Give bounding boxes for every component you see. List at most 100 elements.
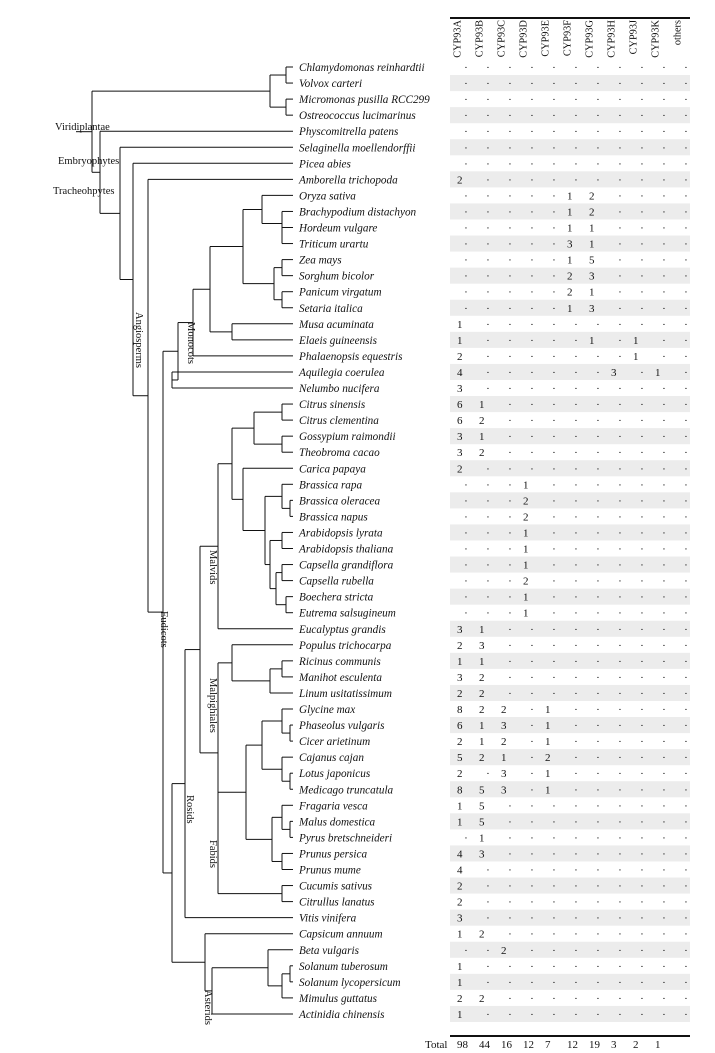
- table-cell-empty: ·: [618, 383, 622, 395]
- table-cell-empty: ·: [640, 1009, 644, 1021]
- table-cell-empty: ·: [574, 897, 578, 909]
- column-header-cyp93e: CYP93E: [541, 20, 552, 57]
- clade-label-embryophytes: Embryophytes: [58, 156, 119, 167]
- table-cell-empty: ·: [684, 848, 688, 860]
- table-cell-empty: ·: [640, 832, 644, 844]
- table-cell-empty: ·: [662, 656, 666, 668]
- species-label-prunus-persica: Prunus persica: [298, 848, 367, 860]
- table-cell-empty: ·: [530, 319, 534, 331]
- table-cell-empty: ·: [618, 174, 622, 186]
- table-cell-empty: ·: [530, 816, 534, 828]
- table-cell-empty: ·: [684, 752, 688, 764]
- table-cell-empty: ·: [574, 816, 578, 828]
- table-cell-empty: ·: [662, 768, 666, 780]
- table-cell-empty: ·: [618, 287, 622, 299]
- table-cell-empty: ·: [662, 977, 666, 989]
- table-cell-empty: ·: [464, 832, 468, 844]
- table-cell-empty: ·: [618, 527, 622, 539]
- table-cell-empty: ·: [662, 832, 666, 844]
- table-cell-empty: ·: [552, 656, 556, 668]
- species-label-solanum-tuberosum: Solanum tuberosum: [299, 961, 388, 973]
- table-cell-empty: ·: [464, 511, 468, 523]
- table-cell-empty: ·: [530, 977, 534, 989]
- table-cell-empty: ·: [530, 271, 534, 283]
- table-cell-empty: ·: [574, 110, 578, 122]
- table-cell-empty: ·: [530, 78, 534, 90]
- row-stripe: [450, 396, 690, 413]
- table-cell-empty: ·: [486, 945, 490, 957]
- table-cell-empty: ·: [662, 881, 666, 893]
- table-cell-empty: ·: [552, 447, 556, 459]
- table-cell-empty: ·: [530, 351, 534, 363]
- table-cell-count: 1: [457, 800, 463, 812]
- table-cell-empty: ·: [574, 174, 578, 186]
- table-cell-empty: ·: [508, 961, 512, 973]
- table-cell-empty: ·: [684, 945, 688, 957]
- table-cell-empty: ·: [552, 158, 556, 170]
- table-cell-empty: ·: [618, 608, 622, 620]
- table-cell-empty: ·: [486, 961, 490, 973]
- table-cell-empty: ·: [486, 319, 490, 331]
- table-cell-empty: ·: [662, 720, 666, 732]
- table-cell-empty: ·: [574, 1009, 578, 1021]
- table-cell-count: 2: [457, 881, 463, 893]
- table-cell-empty: ·: [530, 415, 534, 427]
- table-cell-count: 1: [523, 479, 529, 491]
- table-cell-empty: ·: [464, 479, 468, 491]
- table-cell-empty: ·: [574, 993, 578, 1005]
- table-cell-count: 3: [589, 303, 595, 315]
- table-cell-empty: ·: [552, 126, 556, 138]
- table-cell-empty: ·: [464, 576, 468, 588]
- table-cell-empty: ·: [662, 752, 666, 764]
- table-cell-empty: ·: [618, 351, 622, 363]
- table-cell-empty: ·: [662, 592, 666, 604]
- table-cell-empty: ·: [530, 688, 534, 700]
- table-cell-empty: ·: [640, 608, 644, 620]
- table-cell-count: 2: [545, 752, 551, 764]
- table-cell-count: 3: [501, 720, 507, 732]
- phylogenetic-tree: [76, 66, 293, 1015]
- table-cell-empty: ·: [596, 1009, 600, 1021]
- table-cell-count: 2: [479, 672, 485, 684]
- table-cell-empty: ·: [640, 126, 644, 138]
- table-cell-empty: ·: [486, 576, 490, 588]
- clade-label-fabids: Fabids: [207, 840, 218, 868]
- table-cell-empty: ·: [530, 848, 534, 860]
- table-cell-empty: ·: [464, 544, 468, 556]
- table-cell-empty: ·: [684, 158, 688, 170]
- table-cell-empty: ·: [552, 832, 556, 844]
- table-cell-empty: ·: [618, 271, 622, 283]
- table-cell-empty: ·: [662, 624, 666, 636]
- table-cell-empty: ·: [640, 560, 644, 572]
- table-cell-empty: ·: [662, 206, 666, 218]
- table-cell-empty: ·: [530, 223, 534, 235]
- table-cell-empty: ·: [464, 303, 468, 315]
- table-cell-empty: ·: [508, 624, 512, 636]
- table-cell-count: 3: [457, 383, 463, 395]
- table-cell-empty: ·: [596, 463, 600, 475]
- table-cell-count: 2: [457, 897, 463, 909]
- row-stripe: [450, 203, 690, 220]
- table-cell-empty: ·: [530, 431, 534, 443]
- table-cell-empty: ·: [552, 62, 556, 74]
- table-cell-empty: ·: [662, 527, 666, 539]
- table-cell-empty: ·: [574, 672, 578, 684]
- table-cell-empty: ·: [508, 431, 512, 443]
- table-cell-empty: ·: [662, 640, 666, 652]
- table-cell-empty: ·: [552, 223, 556, 235]
- table-cell-count: 5: [479, 800, 485, 812]
- table-cell-empty: ·: [464, 190, 468, 202]
- table-cell-empty: ·: [684, 527, 688, 539]
- table-cell-count: 1: [567, 190, 573, 202]
- table-cell-empty: ·: [684, 303, 688, 315]
- species-label-cicer-arietinum: Cicer arietinum: [299, 736, 370, 748]
- table-cell-empty: ·: [662, 174, 666, 186]
- clade-label-angiosperms: Angiosperms: [133, 312, 144, 368]
- table-cell-empty: ·: [486, 94, 490, 106]
- table-cell-empty: ·: [662, 94, 666, 106]
- table-cell-empty: ·: [508, 544, 512, 556]
- table-cell-empty: ·: [530, 383, 534, 395]
- table-cell-empty: ·: [662, 415, 666, 427]
- table-cell-empty: ·: [530, 158, 534, 170]
- table-cell-empty: ·: [464, 142, 468, 154]
